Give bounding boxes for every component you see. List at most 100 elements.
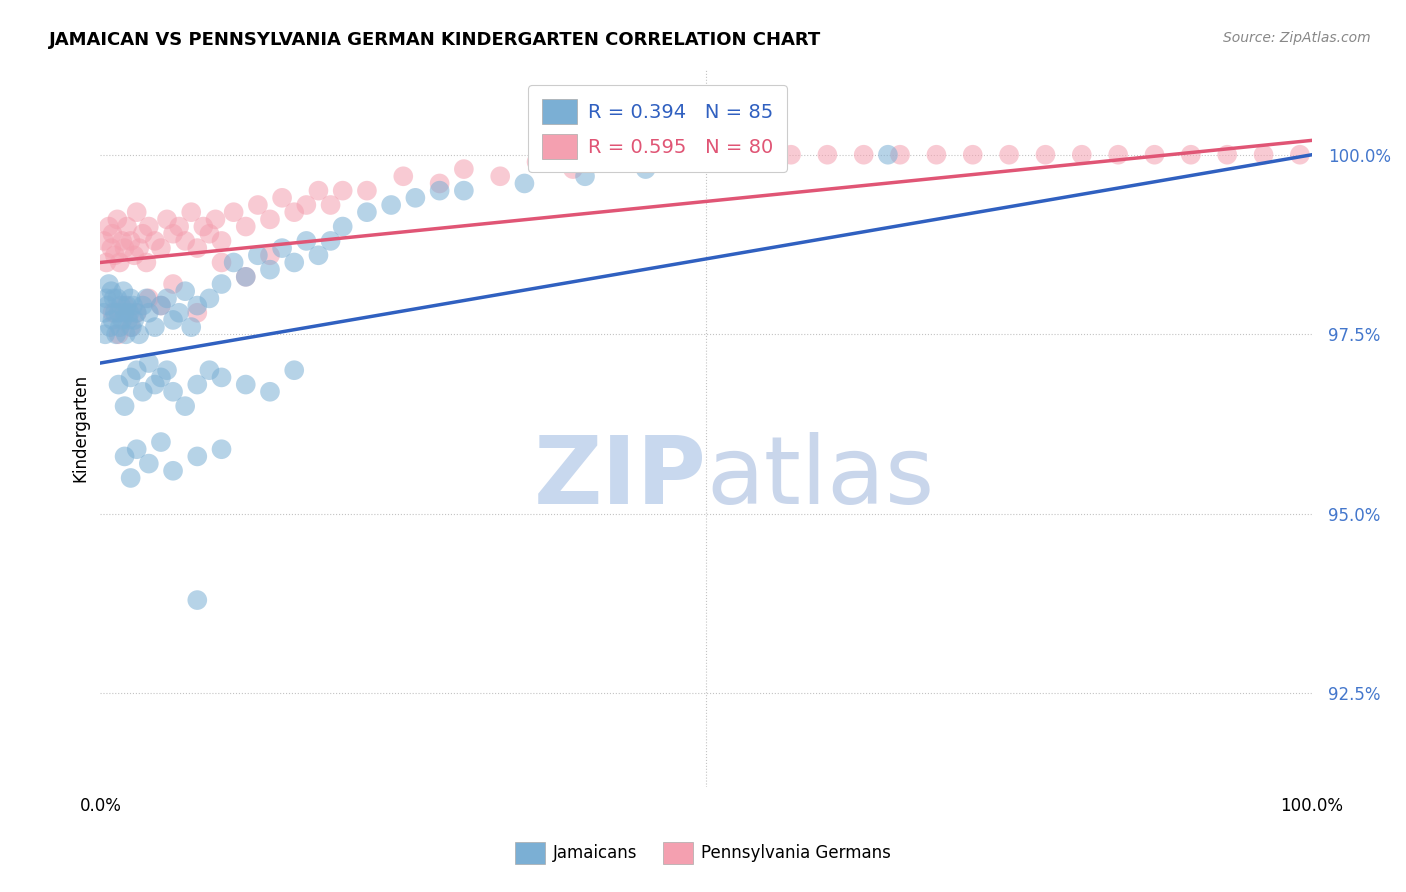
Point [107, 306, 129, 320]
Point [392, 169, 415, 184]
Point [204, 212, 226, 227]
Point [162, 464, 184, 478]
Point [96, 292, 118, 306]
Point [1289, 147, 1312, 161]
Point [180, 320, 202, 334]
Point [1070, 147, 1092, 161]
Point [96, 255, 118, 269]
Point [235, 377, 257, 392]
Point [149, 241, 172, 255]
Point [120, 234, 142, 248]
Point [998, 147, 1021, 161]
Point [112, 284, 135, 298]
Point [211, 277, 233, 291]
Point [1180, 147, 1202, 161]
Point [634, 155, 657, 169]
Text: JAMAICAN VS PENNSYLVANIA GERMAN KINDERGARTEN CORRELATION CHART: JAMAICAN VS PENNSYLVANIA GERMAN KINDERGA… [49, 31, 821, 49]
Point [143, 377, 166, 392]
Point [135, 255, 157, 269]
Point [180, 205, 202, 219]
Point [815, 147, 838, 161]
Point [132, 227, 155, 241]
Point [121, 320, 143, 334]
Point [222, 255, 245, 269]
Point [283, 363, 305, 377]
Point [162, 227, 184, 241]
Point [211, 255, 233, 269]
Point [186, 306, 208, 320]
Point [246, 248, 269, 262]
Point [138, 292, 160, 306]
Point [1216, 147, 1239, 161]
Point [332, 184, 354, 198]
Point [105, 292, 128, 306]
Point [489, 169, 512, 184]
Point [105, 327, 128, 342]
Point [110, 299, 132, 313]
Point [118, 306, 141, 320]
Point [149, 370, 172, 384]
Point [124, 248, 146, 262]
Point [114, 327, 136, 342]
Point [356, 205, 378, 219]
Point [1253, 147, 1275, 161]
Point [93, 306, 115, 320]
Point [124, 313, 146, 327]
Point [198, 227, 221, 241]
Point [100, 284, 122, 298]
Point [114, 399, 136, 413]
Point [98, 320, 121, 334]
Point [115, 299, 138, 313]
Point [271, 241, 294, 255]
Point [283, 205, 305, 219]
Point [634, 162, 657, 177]
Point [138, 219, 160, 234]
Point [198, 292, 221, 306]
Point [125, 306, 148, 320]
Point [125, 442, 148, 457]
Point [138, 356, 160, 370]
Point [143, 234, 166, 248]
Point [246, 198, 269, 212]
Point [780, 147, 803, 161]
Point [174, 234, 197, 248]
Point [117, 313, 139, 327]
Point [105, 212, 128, 227]
Point [138, 306, 160, 320]
Point [149, 299, 172, 313]
Point [108, 255, 131, 269]
Point [156, 292, 179, 306]
Point [526, 155, 548, 169]
Point [1035, 147, 1057, 161]
Point [707, 147, 730, 161]
Point [125, 205, 148, 219]
Point [104, 306, 127, 320]
Point [94, 327, 117, 342]
Point [100, 241, 122, 255]
Point [107, 327, 129, 342]
Point [429, 177, 451, 191]
Point [143, 320, 166, 334]
Point [101, 227, 124, 241]
Point [114, 306, 136, 320]
Point [120, 292, 142, 306]
Point [101, 306, 124, 320]
Point [211, 442, 233, 457]
Point [138, 457, 160, 471]
Point [120, 320, 142, 334]
Point [429, 184, 451, 198]
Point [128, 241, 150, 255]
Y-axis label: Kindergarten: Kindergarten [72, 374, 89, 482]
Point [877, 147, 900, 161]
Point [235, 269, 257, 284]
Legend: Jamaicans, Pennsylvania Germans: Jamaicans, Pennsylvania Germans [509, 836, 897, 871]
Point [122, 299, 145, 313]
Point [271, 191, 294, 205]
Point [1143, 147, 1166, 161]
Point [356, 184, 378, 198]
Point [167, 306, 190, 320]
Point [193, 219, 215, 234]
Point [319, 198, 342, 212]
Point [135, 292, 157, 306]
Point [307, 248, 329, 262]
